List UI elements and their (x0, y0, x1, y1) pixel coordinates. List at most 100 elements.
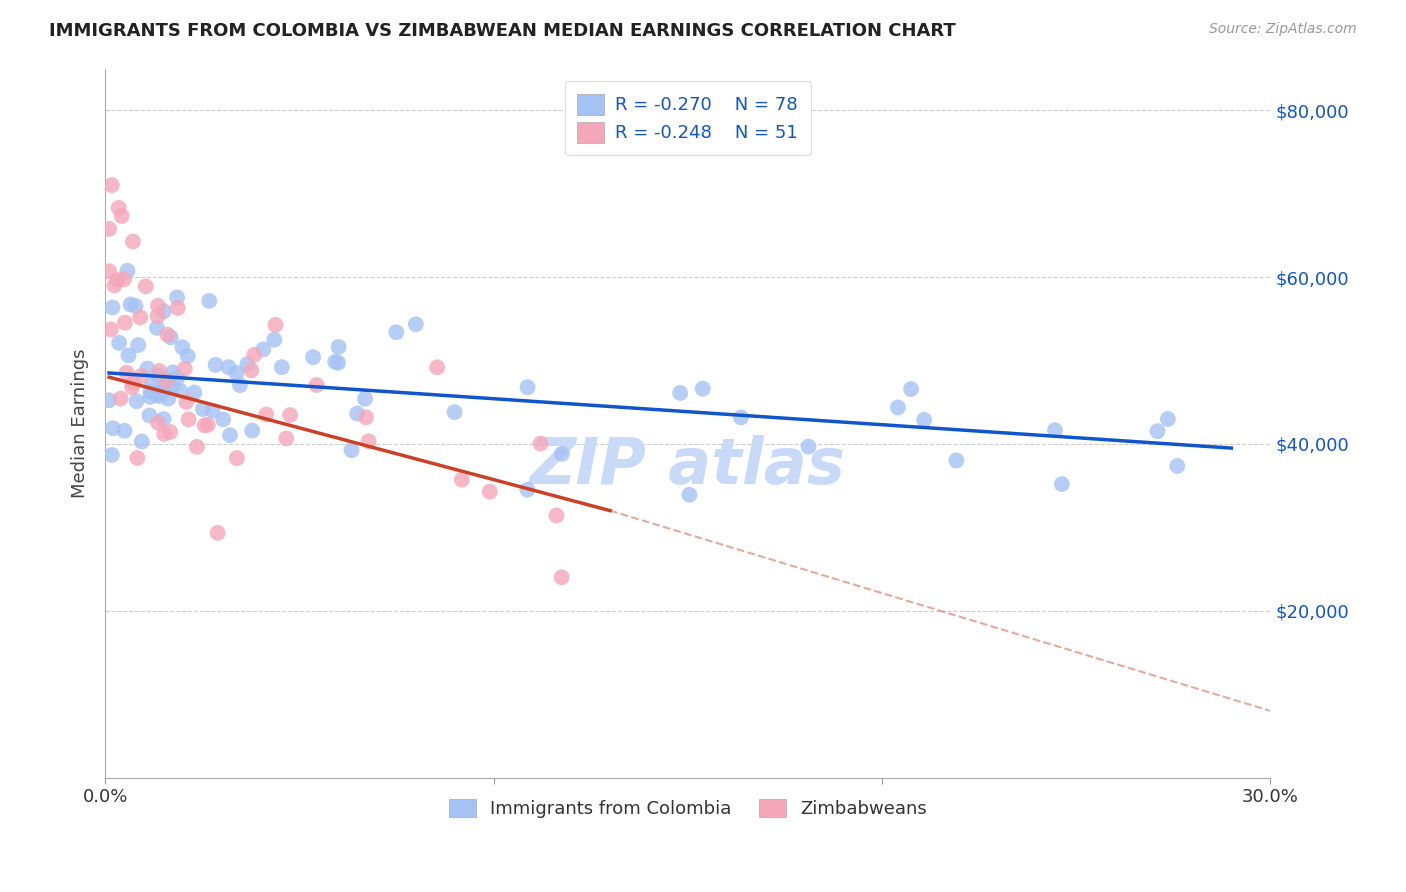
Point (546, 508, 568, 523)
Point (131, 434, 153, 449)
Point (120, 297, 142, 311)
Point (186, 440, 208, 454)
Point (218, 360, 240, 375)
Point (146, 387, 169, 401)
Point (201, 404, 224, 418)
Point (112, 272, 135, 286)
Point (138, 409, 160, 423)
Point (101, 448, 124, 462)
Point (516, 380, 538, 394)
Point (212, 412, 235, 426)
Point (148, 368, 170, 383)
Point (148, 389, 170, 403)
Point (162, 365, 184, 379)
Point (108, 335, 131, 350)
Point (405, 318, 427, 332)
Point (100, 322, 122, 336)
Point (225, 366, 247, 380)
Point (159, 330, 181, 344)
Point (305, 378, 328, 392)
Point (125, 394, 148, 409)
Point (101, 301, 124, 315)
Point (240, 363, 263, 377)
Point (122, 376, 145, 390)
Point (243, 348, 266, 362)
Point (354, 392, 377, 406)
Point (139, 390, 162, 404)
Point (155, 372, 177, 386)
Point (152, 412, 174, 426)
Point (443, 405, 465, 419)
Point (1166, 458, 1188, 473)
Point (98, 393, 121, 408)
Point (225, 451, 247, 466)
Point (121, 380, 143, 394)
Point (117, 348, 139, 362)
Point (328, 340, 350, 354)
Point (900, 382, 922, 396)
Point (114, 316, 136, 330)
Point (155, 374, 177, 388)
Point (127, 450, 149, 465)
Point (323, 355, 346, 369)
Point (219, 428, 242, 442)
Point (550, 570, 572, 584)
Point (302, 350, 325, 364)
Point (105, 273, 128, 287)
Text: IMMIGRANTS FROM COLOMBIA VS ZIMBABWEAN MEDIAN EARNINGS CORRELATION CHART: IMMIGRANTS FROM COLOMBIA VS ZIMBABWEAN M… (49, 22, 956, 40)
Point (326, 356, 349, 370)
Point (340, 443, 363, 458)
Point (166, 290, 188, 304)
Point (146, 321, 169, 335)
Point (136, 361, 159, 376)
Point (98, 222, 121, 236)
Point (516, 483, 538, 497)
Point (264, 318, 287, 332)
Point (887, 401, 910, 415)
Point (166, 371, 188, 385)
Point (177, 412, 200, 426)
Point (157, 392, 180, 406)
Point (1157, 412, 1180, 426)
Point (346, 407, 368, 421)
Point (162, 380, 184, 394)
Point (254, 408, 277, 422)
Point (945, 453, 967, 467)
Point (129, 310, 152, 325)
Point (146, 299, 169, 313)
Point (117, 264, 139, 278)
Point (797, 440, 820, 454)
Point (357, 434, 380, 449)
Point (450, 473, 472, 487)
Point (678, 488, 700, 502)
Point (236, 357, 259, 371)
Point (159, 425, 181, 439)
Point (131, 368, 153, 383)
Point (103, 278, 125, 293)
Text: ZIP atlas: ZIP atlas (530, 434, 845, 497)
Point (101, 178, 124, 193)
Point (139, 384, 162, 399)
Point (263, 333, 285, 347)
Point (426, 360, 449, 375)
Point (141, 377, 163, 392)
Point (114, 424, 136, 438)
Point (669, 385, 692, 400)
Point (197, 417, 219, 432)
Point (1050, 477, 1073, 491)
Point (529, 436, 551, 450)
Point (153, 383, 176, 397)
Text: Source: ZipAtlas.com: Source: ZipAtlas.com (1209, 22, 1357, 37)
Point (146, 309, 169, 323)
Point (172, 340, 194, 354)
Point (278, 408, 301, 422)
Point (146, 416, 169, 430)
Point (252, 343, 274, 357)
Point (276, 432, 298, 446)
Point (176, 394, 198, 409)
Y-axis label: Median Earnings: Median Earnings (72, 348, 89, 498)
Point (240, 424, 263, 438)
Point (152, 304, 174, 318)
Point (156, 327, 179, 342)
Point (478, 484, 501, 499)
